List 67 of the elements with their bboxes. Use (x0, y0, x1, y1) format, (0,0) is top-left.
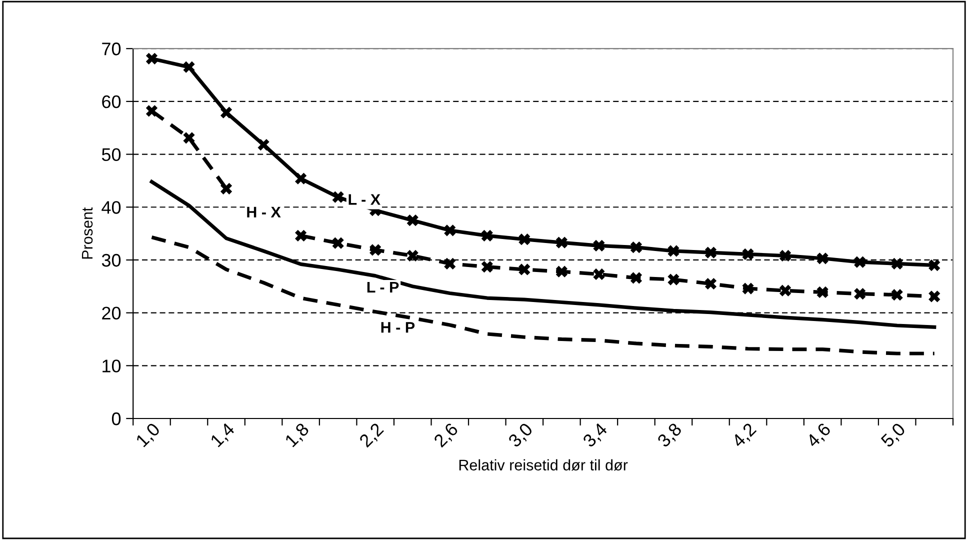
point (854, 256, 866, 268)
point (630, 241, 642, 254)
x-tick-label: 4,2 (730, 422, 758, 450)
point (891, 258, 903, 270)
point (742, 282, 754, 294)
point (779, 250, 792, 262)
point (556, 236, 568, 248)
point (146, 105, 158, 117)
point (816, 286, 828, 298)
point (183, 132, 195, 144)
point (928, 290, 940, 302)
point (779, 284, 792, 296)
point (406, 250, 418, 262)
x-tick-label: 1,0 (135, 422, 162, 449)
point (444, 224, 456, 236)
x-tick-label: 3,8 (656, 422, 684, 450)
point (183, 61, 195, 73)
point (742, 248, 754, 260)
point (146, 52, 158, 64)
point (294, 230, 307, 242)
point (704, 278, 717, 290)
point (332, 191, 344, 203)
point (406, 214, 418, 226)
point (854, 288, 866, 300)
x-tick-label: 1,4 (210, 422, 237, 449)
y-tick-label: 0 (112, 412, 121, 426)
point (444, 258, 456, 270)
point (891, 289, 903, 301)
point (481, 230, 493, 242)
x-tick-label: 2,2 (358, 422, 386, 450)
series-label: H - X (247, 206, 281, 218)
point (518, 234, 530, 246)
point (332, 237, 344, 249)
point (220, 182, 232, 194)
x-axis-title: Relativ reisetid dør til dør (459, 459, 628, 471)
point (816, 252, 828, 264)
y-axis-title: Prosent (82, 207, 93, 259)
point (370, 244, 382, 256)
series-label: L - P (367, 282, 399, 292)
y-tick-label: 10 (102, 360, 121, 372)
point (220, 106, 232, 118)
point (556, 266, 568, 278)
y-tick-label: 70 (102, 42, 121, 56)
point (928, 259, 940, 272)
point (668, 245, 680, 257)
point (294, 172, 307, 184)
x-tick-label: 1,8 (284, 422, 312, 449)
y-tick-label: 40 (102, 201, 121, 214)
series-label: H - P (381, 322, 415, 333)
point (518, 264, 530, 276)
series-label: L - X (348, 194, 380, 205)
x-tick-label: 3,0 (507, 422, 535, 450)
x-tick-label: 5,0 (880, 422, 908, 450)
point (630, 272, 642, 284)
x-tick-label: 2,6 (433, 422, 460, 450)
x-tick-label: 3,4 (582, 422, 610, 450)
y-tick-label: 30 (102, 254, 121, 267)
x-tick-label: 4,6 (805, 422, 833, 450)
point (593, 268, 605, 280)
y-tick-label: 50 (102, 148, 121, 162)
y-tick-label: 60 (102, 95, 121, 108)
y-tick-label: 20 (102, 306, 121, 320)
point (668, 274, 680, 286)
point (258, 138, 270, 151)
point (704, 246, 717, 258)
point (593, 240, 605, 252)
point (481, 261, 493, 273)
